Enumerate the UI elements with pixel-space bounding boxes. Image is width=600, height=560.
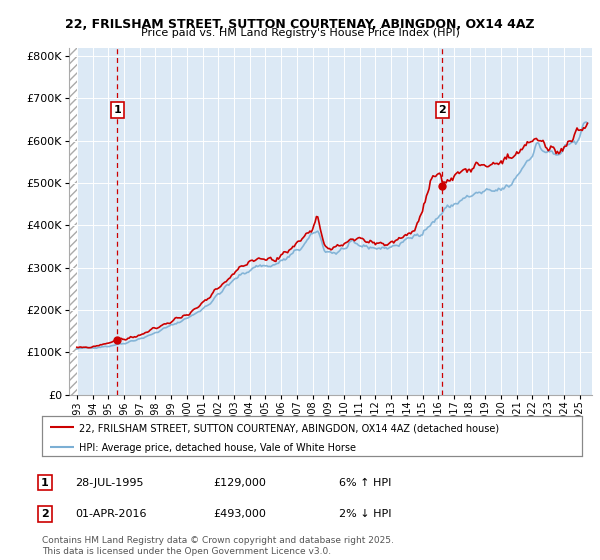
Text: HPI: Average price, detached house, Vale of White Horse: HPI: Average price, detached house, Vale… [79,442,356,452]
Text: 28-JUL-1995: 28-JUL-1995 [75,478,143,488]
Text: 2: 2 [41,509,49,519]
Text: 1: 1 [113,105,121,115]
Text: 2: 2 [438,105,446,115]
Text: 22, FRILSHAM STREET, SUTTON COURTENAY, ABINGDON, OX14 4AZ: 22, FRILSHAM STREET, SUTTON COURTENAY, A… [65,18,535,31]
Text: Price paid vs. HM Land Registry's House Price Index (HPI): Price paid vs. HM Land Registry's House … [140,28,460,38]
Text: 1: 1 [41,478,49,488]
Text: 22, FRILSHAM STREET, SUTTON COURTENAY, ABINGDON, OX14 4AZ (detached house): 22, FRILSHAM STREET, SUTTON COURTENAY, A… [79,423,499,433]
Bar [69,48,77,395]
Text: 2% ↓ HPI: 2% ↓ HPI [339,509,391,519]
Text: £129,000: £129,000 [213,478,266,488]
Text: £493,000: £493,000 [213,509,266,519]
Text: 01-APR-2016: 01-APR-2016 [75,509,146,519]
Text: Contains HM Land Registry data © Crown copyright and database right 2025.
This d: Contains HM Land Registry data © Crown c… [42,536,394,556]
Text: 6% ↑ HPI: 6% ↑ HPI [339,478,391,488]
